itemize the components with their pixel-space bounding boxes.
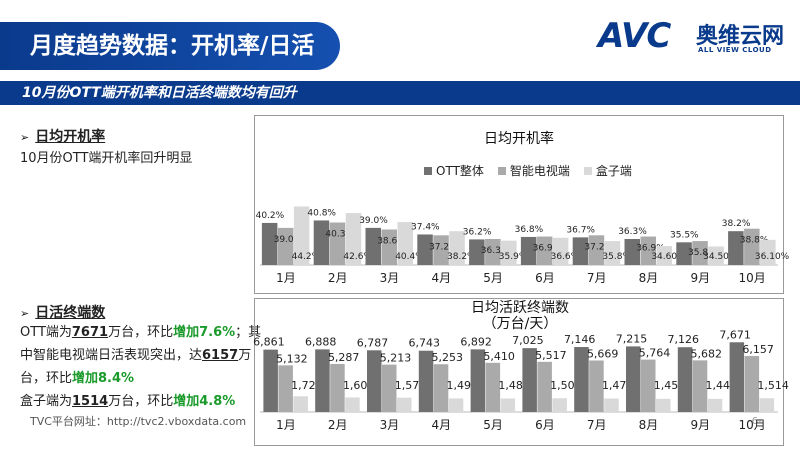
section2-heading: ➢ 日活终端数 xyxy=(20,302,105,322)
source-url: TVC平台网址：http://tvc2.vboxdata.com xyxy=(30,415,247,428)
section1-desc: 10月份OTT端开机率回升明显 xyxy=(20,151,193,166)
active-chart-title-text: 日均活跃终端数 xyxy=(471,300,569,316)
section2-desc: OTT端为7671万台，环比增加7.6%；其 中智能电视端日活表现突出，达615… xyxy=(20,325,262,409)
logo-en: ALL VIEW CLOUD xyxy=(698,46,772,54)
page-number: -6- xyxy=(748,416,762,427)
section2-heading-text: 日活终端数 xyxy=(35,305,106,321)
rate-chart-title: 日均开机率 xyxy=(484,131,554,147)
logo-mark: AVC xyxy=(598,16,671,56)
legend-item-box: 盒子端 xyxy=(583,162,632,179)
rate-chart-panel xyxy=(254,115,784,294)
active-chart-title: 日均活跃终端数 （万台/天） xyxy=(440,300,600,332)
avc-logo: AVC 奥维云网 ALL VIEW CLOUD xyxy=(598,16,788,56)
active-chart-unit: （万台/天） xyxy=(482,316,558,332)
section1-heading-text: 日均开机率 xyxy=(35,129,106,145)
bullet-icon: ➢ xyxy=(20,307,30,320)
page-title: 月度趋势数据：开机率/日活 xyxy=(0,22,340,70)
logo-cn: 奥维云网 xyxy=(696,24,785,49)
active-chart-panel xyxy=(254,298,784,446)
legend-item-tv: 智能电视端 xyxy=(497,162,570,179)
subtitle-bar: 10月份OTT端开机率和日活终端数均有回升 xyxy=(0,81,800,105)
rate-chart-legend: OTT整体 智能电视端 盒子端 xyxy=(424,162,632,179)
section1-heading: ➢ 日均开机率 xyxy=(20,126,105,146)
legend-item-ott: OTT整体 xyxy=(424,162,484,179)
bullet-icon: ➢ xyxy=(20,131,30,144)
